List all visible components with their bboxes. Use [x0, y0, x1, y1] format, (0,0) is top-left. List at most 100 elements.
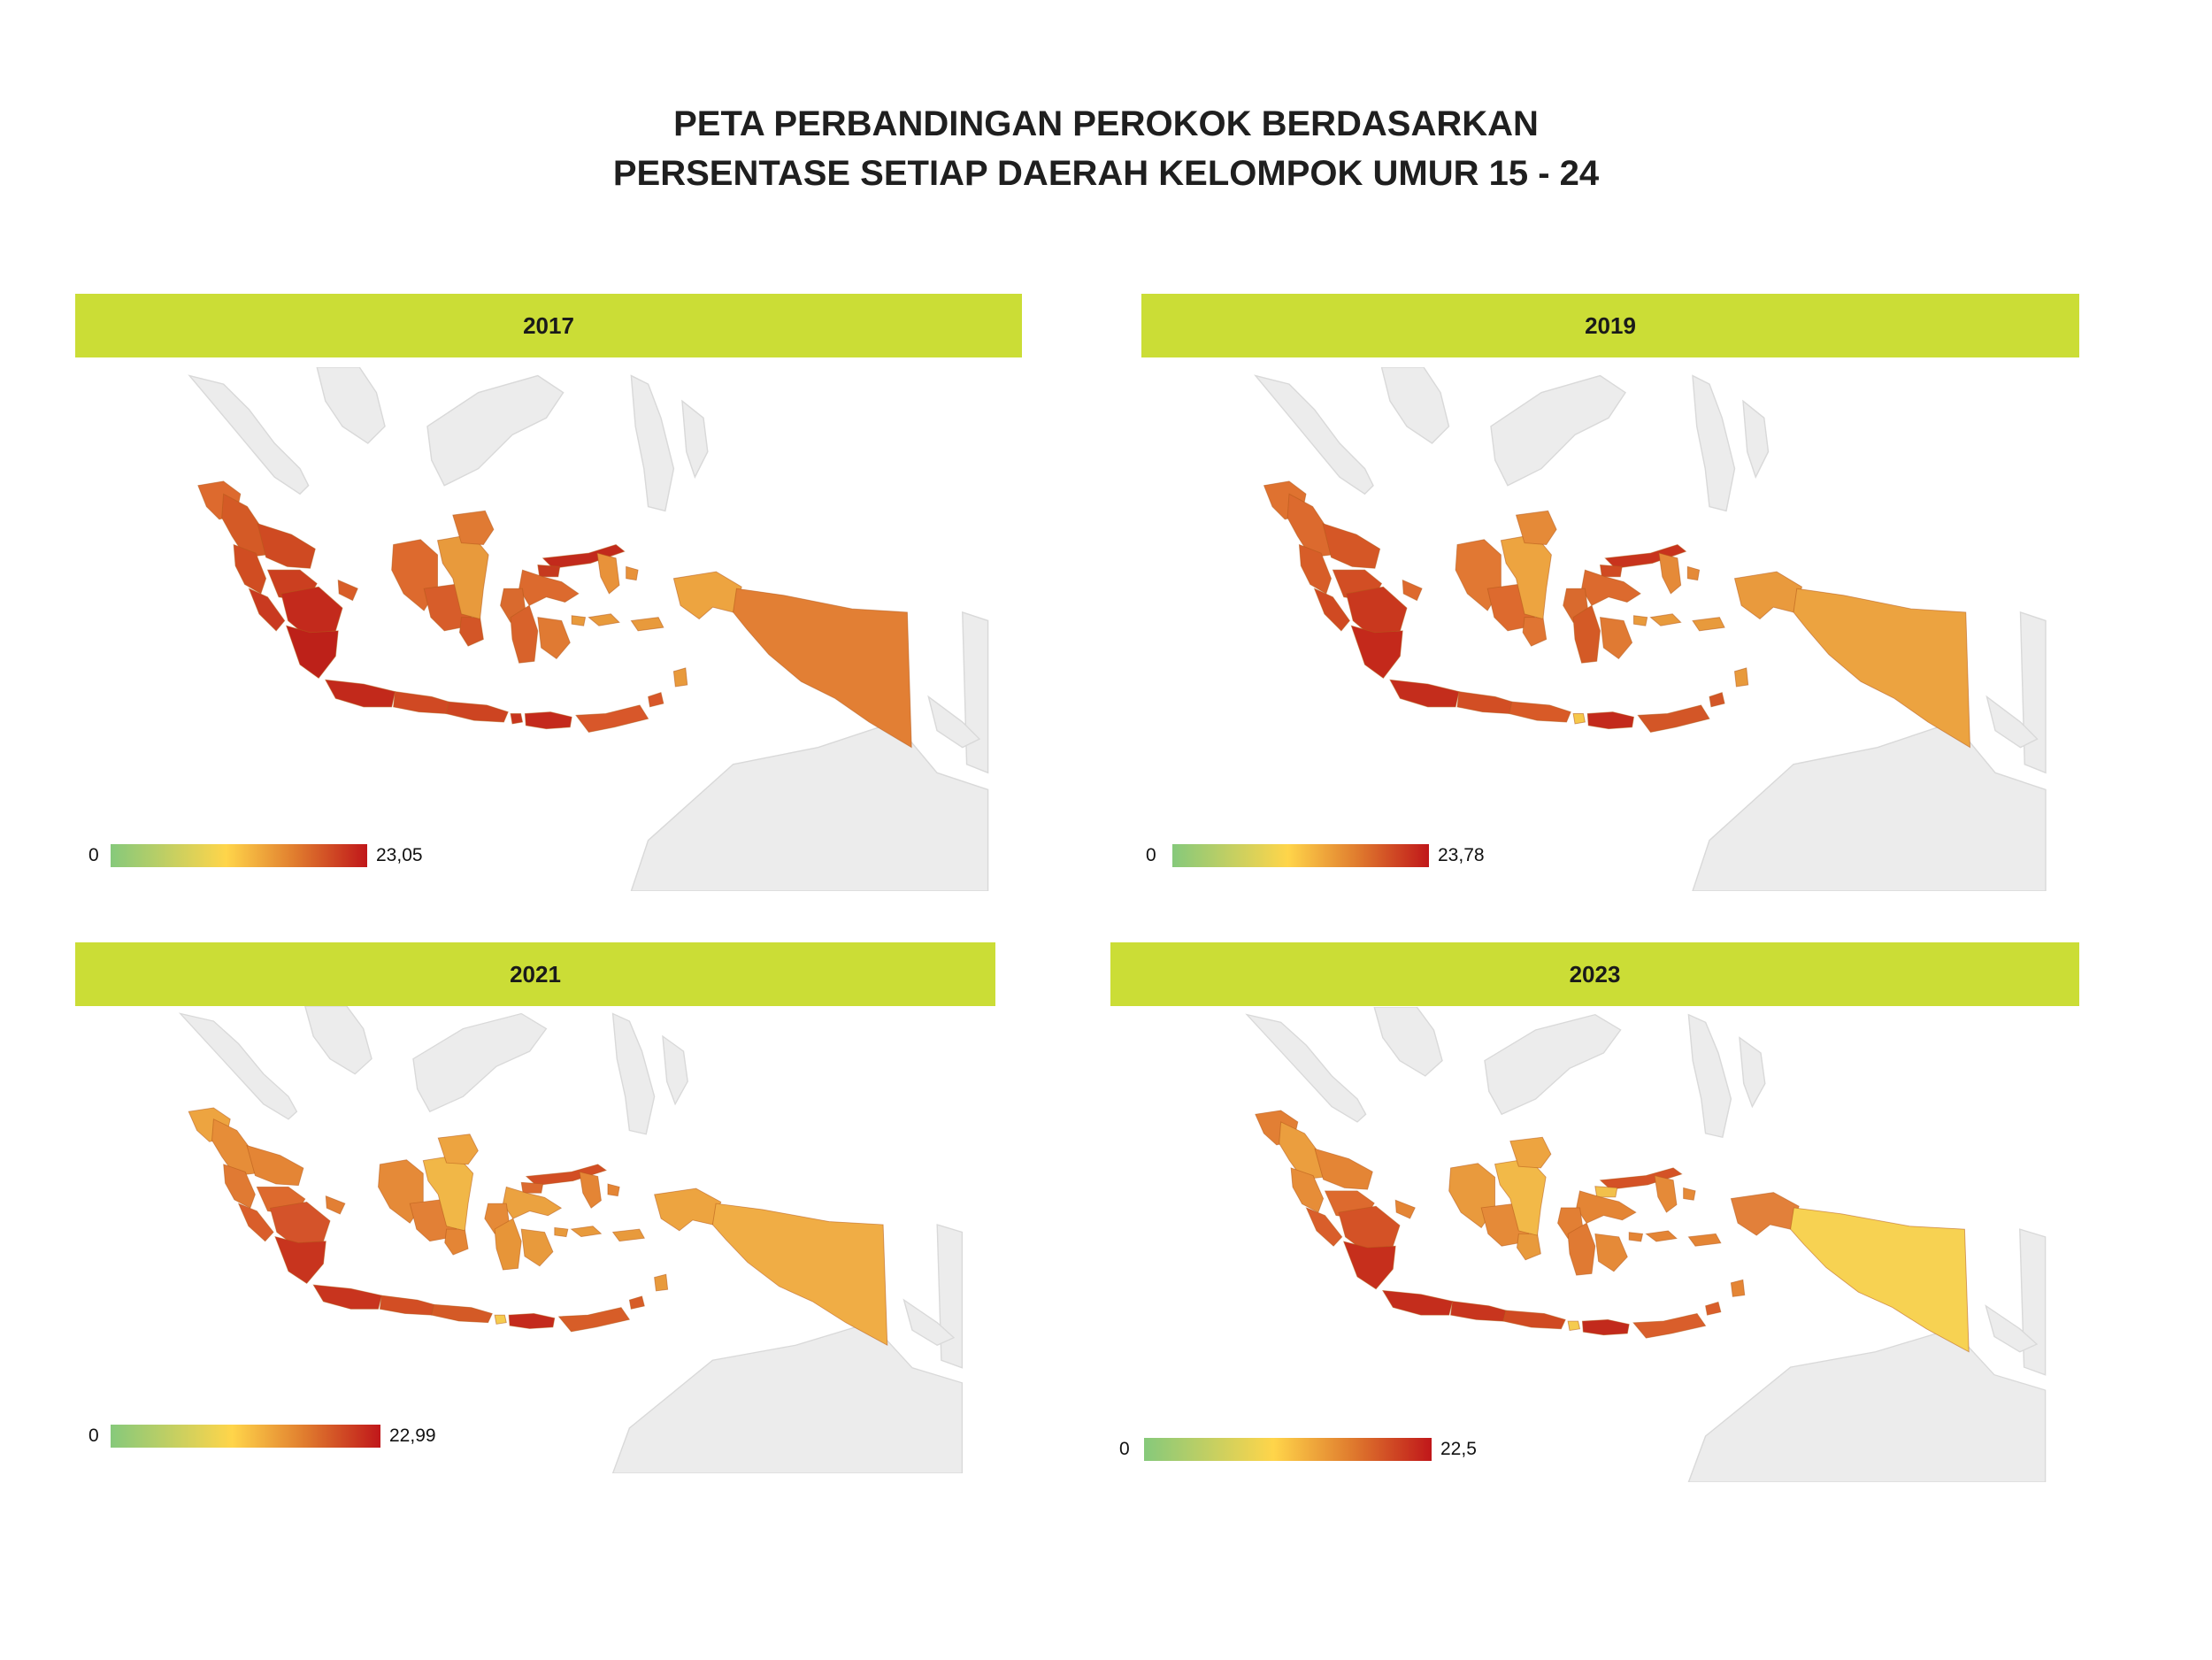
neighbor-land [662, 1034, 688, 1106]
neighbor-land [936, 1224, 964, 1369]
province-jabar [1389, 679, 1460, 708]
color-scale-legend: 0 22,5 [1119, 1438, 1491, 1461]
province-malut [596, 552, 639, 595]
province-kalsel [444, 1228, 469, 1256]
year-label: 2017 [523, 311, 574, 339]
color-scale-legend: 0 23,78 [1146, 844, 1500, 867]
neighbor-land [2019, 611, 2047, 774]
province-sultra [1594, 1233, 1628, 1272]
legend-min-label: 0 [1119, 1439, 1130, 1459]
legend-gradient-bar [1144, 1438, 1432, 1461]
province-papua [1793, 588, 1971, 749]
province-kaltara [437, 1134, 479, 1165]
map-svg [1245, 1007, 2047, 1482]
province-riau [246, 1144, 304, 1187]
province-kaltara [1509, 1136, 1552, 1169]
province-bali [494, 1314, 507, 1325]
province-malut [1658, 552, 1701, 595]
province-jabar [324, 679, 396, 708]
province-ntb [524, 711, 572, 730]
neighbor-land [426, 374, 565, 487]
choropleth-map [1230, 1007, 2079, 1482]
legend-min-label: 0 [88, 1426, 99, 1446]
neighbor-land [1484, 1013, 1622, 1116]
province-jatim [431, 1303, 493, 1324]
province-jabar [312, 1284, 382, 1310]
neighbor-land [1373, 1007, 1443, 1077]
page-title-line-1: PETA PERBANDINGAN PEROKOK BERDASARKAN [673, 104, 1539, 143]
province-papuabarat [1730, 1192, 1800, 1236]
legend-gradient-bar [1172, 844, 1429, 867]
color-scale-legend: 0 23,05 [88, 844, 442, 867]
neighbor-land [1692, 721, 2047, 891]
province-sultra [520, 1228, 554, 1267]
province-lampung [285, 625, 339, 680]
year-label: 2019 [1585, 311, 1636, 339]
neighbor-land [1687, 1328, 2047, 1482]
province-jateng [1456, 691, 1513, 714]
neighbor-land [927, 695, 981, 749]
province-sulsel [510, 604, 539, 664]
neighbor-land [1380, 367, 1450, 444]
province-papuabarat [1733, 571, 1803, 620]
province-bangka [325, 1195, 346, 1215]
province-papua [1790, 1207, 1970, 1353]
neighbor-land [304, 1006, 373, 1075]
province-gorontalo [520, 1181, 544, 1194]
province-sulsel [494, 1218, 522, 1271]
province-jatim [1502, 1310, 1566, 1330]
province-bali [510, 713, 524, 725]
neighbor-land [611, 1012, 656, 1135]
neighbor-land [630, 721, 989, 891]
province-bengkulu [248, 588, 286, 632]
year-label: 2021 [510, 960, 561, 988]
neighbor-land [1985, 695, 2039, 749]
choropleth-map [164, 1006, 995, 1473]
map-svg [178, 1006, 964, 1473]
year-header: 2021 [75, 942, 995, 1006]
province-maluku [554, 1226, 669, 1292]
map-panel-2019: 2019 0 23,78 [1141, 294, 2079, 891]
province-bengkulu [1313, 588, 1350, 632]
neighbor-land [962, 611, 989, 774]
neighbor-land [1692, 374, 1736, 512]
province-papuabarat [672, 571, 742, 620]
province-ntt [557, 1295, 645, 1333]
year-label: 2023 [1569, 960, 1621, 988]
neighbor-land [1739, 1036, 1766, 1109]
province-malut [1654, 1174, 1696, 1213]
neighbor-land [316, 367, 386, 444]
neighbor-land [630, 374, 675, 512]
legend-min-label: 0 [1146, 845, 1156, 865]
province-lampung [1350, 625, 1403, 680]
legend-max-label: 23,05 [376, 845, 423, 865]
province-bangka [1402, 579, 1423, 602]
province-bali [1572, 713, 1586, 725]
province-ntb [1586, 711, 1635, 730]
province-riau [1314, 1148, 1373, 1190]
province-ntt [575, 691, 664, 734]
province-bangka [1394, 1199, 1416, 1219]
color-scale-legend: 0 22,99 [88, 1425, 460, 1448]
neighbor-land [902, 1298, 956, 1346]
legend-gradient-bar [111, 844, 367, 867]
map-panel-2017: 2017 0 23,05 [75, 294, 1022, 891]
province-sultra [537, 617, 571, 660]
province-maluku [1633, 613, 1749, 688]
year-header: 2023 [1110, 942, 2079, 1006]
legend-max-label: 23,78 [1438, 845, 1485, 865]
legend-gradient-bar [111, 1425, 380, 1448]
neighbor-land [188, 374, 310, 496]
province-ntt [1637, 691, 1725, 734]
province-kalsel [458, 617, 484, 647]
province-bali [1567, 1320, 1581, 1332]
province-jatim [445, 701, 509, 723]
province-bangka [337, 579, 358, 602]
province-papua [733, 588, 912, 749]
page-title-line-2: PERSENTASE SETIAP DAERAH KELOMPOK UMUR 1… [612, 154, 1600, 193]
neighbor-land [1490, 374, 1626, 487]
map-svg [1254, 367, 2047, 891]
year-header: 2019 [1141, 294, 2079, 357]
province-lampung [1342, 1241, 1396, 1290]
legend-min-label: 0 [88, 845, 99, 865]
